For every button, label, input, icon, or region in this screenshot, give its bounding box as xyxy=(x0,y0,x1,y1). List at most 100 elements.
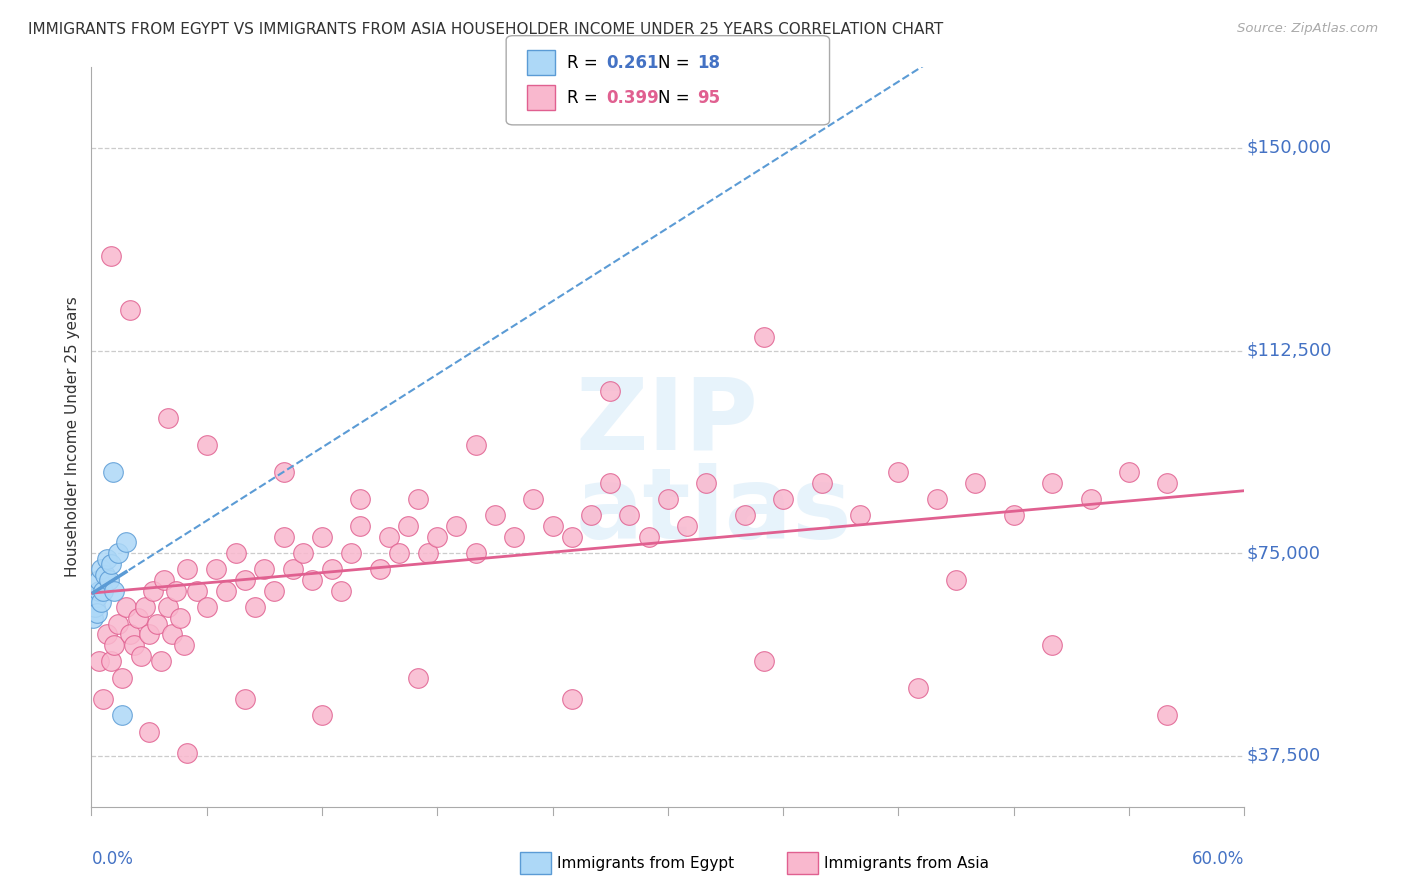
Point xyxy=(91,692,114,706)
Point xyxy=(134,600,156,615)
Text: N =: N = xyxy=(658,54,695,71)
Point xyxy=(100,557,122,571)
Point xyxy=(90,595,112,609)
Point xyxy=(263,584,285,599)
Point xyxy=(111,708,134,723)
Text: $112,500: $112,500 xyxy=(1247,342,1331,359)
Point xyxy=(484,508,506,523)
Point xyxy=(91,584,114,599)
Point xyxy=(138,627,160,641)
Point xyxy=(176,746,198,760)
Point xyxy=(541,519,564,533)
Point xyxy=(145,616,167,631)
Point xyxy=(349,519,371,533)
Point xyxy=(100,654,122,668)
Point xyxy=(965,475,987,490)
Text: $37,500: $37,500 xyxy=(1247,747,1320,765)
Point xyxy=(281,562,304,576)
Point xyxy=(349,492,371,507)
Point xyxy=(103,638,125,652)
Point xyxy=(96,627,118,641)
Point xyxy=(925,492,948,507)
Point xyxy=(1040,475,1063,490)
Point xyxy=(87,584,110,599)
Point xyxy=(253,562,276,576)
Point xyxy=(118,627,141,641)
Point xyxy=(406,492,429,507)
Point xyxy=(149,654,172,668)
Point xyxy=(695,475,717,490)
Point xyxy=(94,567,117,582)
Point xyxy=(464,546,486,560)
Point xyxy=(157,411,180,425)
Point xyxy=(291,546,314,560)
Point xyxy=(169,611,191,625)
Point xyxy=(225,546,247,560)
Point xyxy=(84,600,107,615)
Point xyxy=(103,584,125,599)
Point xyxy=(340,546,363,560)
Text: IMMIGRANTS FROM EGYPT VS IMMIGRANTS FROM ASIA HOUSEHOLDER INCOME UNDER 25 YEARS : IMMIGRANTS FROM EGYPT VS IMMIGRANTS FROM… xyxy=(28,22,943,37)
Point xyxy=(82,611,104,625)
Point xyxy=(90,562,112,576)
Point xyxy=(1118,465,1140,479)
Point xyxy=(368,562,391,576)
Text: 0.399: 0.399 xyxy=(606,89,659,107)
Text: $150,000: $150,000 xyxy=(1247,139,1331,157)
Text: 60.0%: 60.0% xyxy=(1192,850,1244,869)
Point xyxy=(657,492,679,507)
Point xyxy=(907,681,929,696)
Point xyxy=(1080,492,1102,507)
Point xyxy=(233,692,256,706)
Text: 0.261: 0.261 xyxy=(606,54,658,71)
Text: $75,000: $75,000 xyxy=(1247,544,1320,562)
Point xyxy=(111,671,134,685)
Point xyxy=(107,616,129,631)
Point xyxy=(127,611,149,625)
Point xyxy=(330,584,353,599)
Point xyxy=(396,519,419,533)
Point xyxy=(810,475,832,490)
Point xyxy=(752,330,775,344)
Point xyxy=(637,530,659,544)
Point xyxy=(561,692,583,706)
Point xyxy=(138,724,160,739)
Text: ZIP: ZIP xyxy=(575,374,758,471)
Point xyxy=(503,530,526,544)
Point xyxy=(406,671,429,685)
Point xyxy=(887,465,910,479)
Point xyxy=(165,584,187,599)
Point xyxy=(849,508,872,523)
Point xyxy=(243,600,266,615)
Point xyxy=(195,438,218,452)
Point xyxy=(205,562,228,576)
Point xyxy=(273,465,295,479)
Point xyxy=(215,584,238,599)
Point xyxy=(1040,638,1063,652)
Point xyxy=(752,654,775,668)
Point xyxy=(176,562,198,576)
Point xyxy=(522,492,544,507)
Point xyxy=(416,546,439,560)
Point xyxy=(107,546,129,560)
Point xyxy=(100,249,122,263)
Point xyxy=(619,508,641,523)
Point xyxy=(233,574,256,588)
Point xyxy=(153,574,176,588)
Text: R =: R = xyxy=(567,54,603,71)
Point xyxy=(87,654,110,668)
Point xyxy=(464,438,486,452)
Point xyxy=(301,574,323,588)
Text: 18: 18 xyxy=(697,54,720,71)
Point xyxy=(311,530,333,544)
Point xyxy=(311,708,333,723)
Point xyxy=(426,530,449,544)
Point xyxy=(101,465,124,479)
Text: Immigrants from Egypt: Immigrants from Egypt xyxy=(557,856,734,871)
Point xyxy=(446,519,468,533)
Point xyxy=(1002,508,1025,523)
Point xyxy=(734,508,756,523)
Point xyxy=(561,530,583,544)
Point xyxy=(118,303,141,318)
Point xyxy=(157,600,180,615)
